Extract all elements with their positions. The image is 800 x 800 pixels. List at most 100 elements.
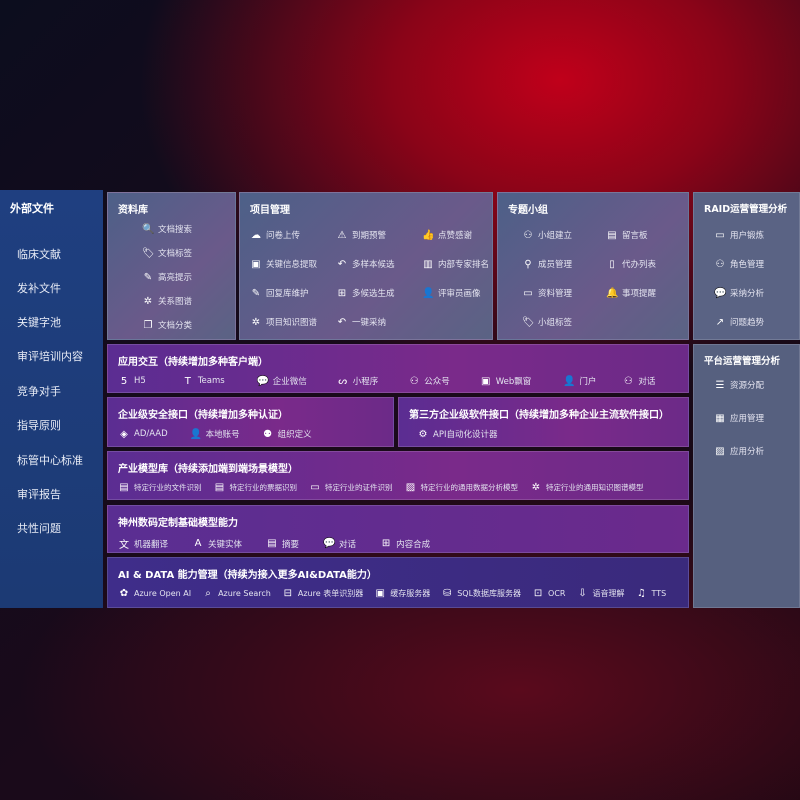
ai-item[interactable]: ♫ TTS bbox=[636, 588, 666, 599]
interaction-item[interactable]: 5 H5 bbox=[118, 375, 146, 387]
project-item[interactable]: ▥ 内部专家排名 bbox=[422, 258, 489, 271]
group-item[interactable]: ▯ 代办列表 bbox=[606, 258, 656, 271]
group-item[interactable]: ⚲ 成员管理 bbox=[522, 258, 572, 271]
industry-item[interactable]: ▤ 特定行业的票据识别 bbox=[214, 482, 298, 493]
security-item[interactable]: ◈ AD/AAD bbox=[118, 428, 168, 440]
group-item[interactable]: ▤ 留言板 bbox=[606, 229, 648, 242]
platform-item[interactable]: ▦ 应用管理 bbox=[714, 412, 764, 425]
puzzle-icon: ⊞ bbox=[337, 287, 347, 299]
item-label: SQL数据库服务器 bbox=[457, 589, 522, 598]
raid-item[interactable]: 💬 采纳分析 bbox=[714, 287, 764, 300]
doc-icon: ▤ bbox=[119, 482, 129, 493]
raid-item[interactable]: ↗ 问题趋势 bbox=[714, 316, 764, 329]
panel-title: RAID运营管理分析 bbox=[704, 204, 788, 215]
library-item[interactable]: ❐ 文档分类 bbox=[142, 319, 193, 332]
item-label: Teams bbox=[197, 376, 225, 386]
sidebar-item[interactable]: 发补文件 bbox=[17, 282, 61, 295]
ai-item[interactable]: ⛁ SQL数据库服务器 bbox=[441, 588, 521, 599]
item-label: 公众号 bbox=[424, 377, 450, 387]
group-item[interactable]: 🔔 事项提醒 bbox=[606, 287, 656, 300]
item-label: 本地账号 bbox=[205, 430, 240, 440]
base-item[interactable]: ⊞ 内容合成 bbox=[380, 536, 430, 551]
ai-item[interactable]: ⌕ Azure Search bbox=[202, 588, 271, 599]
sidebar-item[interactable]: 竞争对手 bbox=[17, 385, 61, 398]
interaction-item[interactable]: 💬 企业微信 bbox=[256, 375, 307, 388]
item-label: 特定行业的证件识别 bbox=[325, 483, 393, 492]
teams-icon: T bbox=[184, 375, 191, 387]
wechat-icon: 💬 bbox=[256, 375, 270, 387]
interaction-item[interactable]: ᔕ 小程序 bbox=[337, 375, 378, 388]
library-item[interactable]: ✎ 高亮提示 bbox=[142, 271, 192, 284]
industry-item[interactable]: ▤ 特定行业的文件识别 bbox=[118, 482, 201, 493]
raid-item[interactable]: ▭ 用户锻炼 bbox=[714, 229, 765, 242]
interaction-item[interactable]: ⚇ 公众号 bbox=[408, 375, 450, 388]
library-item[interactable]: 🏷 文档标签 bbox=[142, 247, 193, 260]
interaction-item[interactable]: ⚇ 对话 bbox=[622, 375, 656, 388]
project-item[interactable]: ↶ 一键采纳 bbox=[336, 316, 387, 329]
user-icon: 👤 bbox=[189, 428, 203, 440]
project-item[interactable]: ▣ 关键信息提取 bbox=[250, 258, 317, 271]
group-item[interactable]: ▭ 资料管理 bbox=[522, 287, 572, 300]
project-item[interactable]: ✲ 项目知识图谱 bbox=[250, 316, 317, 329]
base-item[interactable]: 💬 对话 bbox=[323, 536, 356, 551]
project-item[interactable]: ☁ 问卷上传 bbox=[250, 229, 300, 242]
sidebar-item[interactable]: 审评培训内容 bbox=[17, 350, 83, 363]
ai-item[interactable]: ⇩ 语音理解 bbox=[577, 588, 624, 599]
item-label: 企业微信 bbox=[272, 377, 307, 387]
sidebar-item[interactable]: 共性问题 bbox=[17, 522, 61, 535]
openai-icon: ✿ bbox=[119, 588, 129, 599]
thirdparty-panel: 第三方企业级软件接口（持续增加多种企业主流软件接口） ⚙ API自动化设计器 bbox=[398, 397, 689, 447]
panel-title: 项目管理 bbox=[250, 205, 290, 216]
raid-item[interactable]: ⚇ 角色管理 bbox=[714, 258, 765, 271]
base-item[interactable]: 文机器翻译 bbox=[118, 536, 168, 552]
sidebar-item[interactable]: 关键字池 bbox=[17, 316, 61, 329]
ocr-icon: ⊡ bbox=[533, 588, 543, 599]
item-label: 用户锻炼 bbox=[730, 231, 765, 241]
security-item[interactable]: 👤 本地账号 bbox=[189, 428, 240, 441]
sidebar-item[interactable]: 指导原则 bbox=[17, 419, 61, 432]
sidebar-item[interactable]: 临床文献 bbox=[17, 248, 61, 261]
group-item[interactable]: 🏷 小组标签 bbox=[522, 316, 572, 329]
project-item[interactable]: ✎ 回复库维护 bbox=[250, 287, 309, 300]
ai-data-panel: AI & DATA 能力管理（持续为接入更多AI&DATA能力） ✿ Azure … bbox=[107, 557, 689, 608]
sidebar-item[interactable]: 审评报告 bbox=[17, 488, 61, 501]
panel-title: 企业级安全接口（持续增加多种认证） bbox=[118, 410, 288, 421]
ai-item[interactable]: ⊡ OCR bbox=[532, 588, 566, 599]
base-item[interactable]: ▤ 摘要 bbox=[266, 536, 299, 551]
chat-icon: 💬 bbox=[323, 538, 336, 549]
project-item[interactable]: 👤 评审员画像 bbox=[422, 287, 481, 300]
base-item[interactable]: A 关键实体 bbox=[192, 536, 242, 551]
item-label: 多候选生成 bbox=[352, 289, 395, 299]
item-label: 文档标签 bbox=[158, 249, 193, 259]
industry-item[interactable]: ▭ 特定行业的证件识别 bbox=[309, 482, 393, 493]
project-item[interactable]: ↶ 多样本候选 bbox=[336, 258, 395, 271]
item-label: 留言板 bbox=[622, 231, 648, 241]
item-label: 内容合成 bbox=[396, 539, 431, 550]
interaction-item[interactable]: T Teams bbox=[182, 375, 225, 387]
voice-icon: ⇩ bbox=[578, 588, 587, 599]
security-item[interactable]: ⚉ 组织定义 bbox=[262, 428, 312, 441]
item-label: 对话 bbox=[638, 377, 656, 387]
industry-item[interactable]: ✲ 特定行业的通用知识图谱模型 bbox=[530, 482, 644, 493]
interaction-item[interactable]: ▣ Web飘窗 bbox=[480, 375, 531, 388]
thirdparty-item[interactable]: ⚙ API自动化设计器 bbox=[417, 428, 498, 441]
pen-icon: ✎ bbox=[143, 271, 153, 283]
project-item[interactable]: ⊞ 多候选生成 bbox=[336, 287, 395, 300]
platform-item[interactable]: ☰ 资源分配 bbox=[714, 379, 765, 392]
item-label: 特定行业的票据识别 bbox=[229, 483, 298, 492]
ai-item[interactable]: ⊟ Azure 表单识别器 bbox=[282, 588, 364, 599]
platform-item[interactable]: ▨ 应用分析 bbox=[714, 445, 764, 458]
folder-icon: ▭ bbox=[523, 287, 533, 299]
ai-item[interactable]: ▣ 缓存服务器 bbox=[374, 588, 430, 599]
group-item[interactable]: ⚇ 小组建立 bbox=[522, 229, 573, 242]
ai-item[interactable]: ✿ Azure Open AI bbox=[118, 588, 191, 599]
project-item[interactable]: 👍 点赞感谢 bbox=[422, 229, 472, 242]
interaction-item[interactable]: 👤 门户 bbox=[563, 375, 596, 388]
industry-item[interactable]: ▨ 特定行业的通用数据分析模型 bbox=[405, 482, 518, 493]
library-item[interactable]: 🔍 文档搜索 bbox=[142, 223, 192, 236]
sidebar-item[interactable]: 标管中心标准 bbox=[17, 454, 83, 467]
item-label: 一键采纳 bbox=[352, 318, 387, 328]
tts-icon: ♫ bbox=[637, 588, 646, 599]
project-item[interactable]: ⚠ 到期预警 bbox=[336, 229, 387, 242]
library-item[interactable]: ✲ 关系图谱 bbox=[142, 295, 192, 308]
